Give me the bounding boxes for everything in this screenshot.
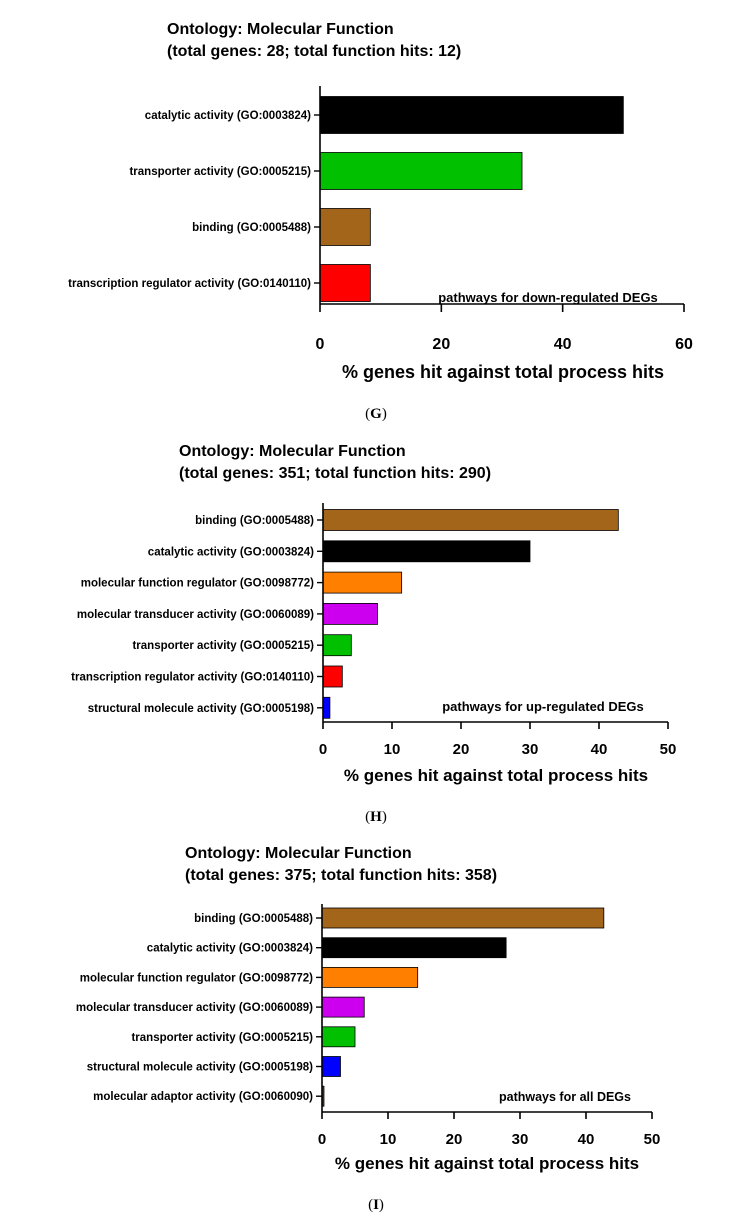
panel-label: (I) (368, 1197, 384, 1213)
x-tick-label: 0 (316, 336, 325, 353)
chart-subtitle: (total genes: 351; total function hits: … (179, 465, 491, 482)
x-tick-label: 60 (675, 336, 693, 353)
category-label: molecular transducer activity (GO:006008… (77, 609, 314, 621)
x-tick-label: 40 (554, 336, 572, 353)
chart-title: Ontology: Molecular Function (167, 21, 394, 38)
chart-panel-2: Ontology: Molecular Function (total genes… (76, 845, 660, 1213)
bar (322, 571, 403, 594)
x-tick-label: 30 (522, 741, 539, 758)
category-label: transcription regulator activity (GO:014… (68, 278, 311, 290)
bar (322, 696, 331, 719)
x-tick-label: 50 (644, 1131, 661, 1148)
category-label: molecular function regulator (GO:0098772… (80, 972, 313, 984)
bar (321, 907, 605, 929)
bar (321, 996, 365, 1018)
category-label: molecular adaptor activity (GO:0060090) (93, 1091, 313, 1103)
bar (322, 665, 343, 688)
chart-title: Ontology: Molecular Function (179, 443, 406, 460)
bar (321, 967, 419, 988)
x-tick-label: 40 (591, 741, 608, 758)
category-label: catalytic activity (GO:0003824) (145, 110, 311, 122)
category-label: binding (GO:0005488) (194, 913, 313, 925)
panel-label: (G) (365, 406, 387, 422)
bar (322, 509, 619, 531)
bar (322, 540, 531, 563)
chart-title: Ontology: Molecular Function (185, 845, 412, 862)
bar (321, 1056, 341, 1077)
x-tick-label: 20 (432, 336, 450, 353)
category-label: transporter activity (GO:0005215) (131, 1032, 313, 1044)
bar (322, 634, 352, 657)
category-label: transporter activity (GO:0005215) (129, 166, 311, 178)
category-label: structural molecule activity (GO:0005198… (87, 1062, 313, 1074)
x-tick-label: 0 (318, 1131, 326, 1148)
x-axis-label: % genes hit against total process hits (335, 1154, 639, 1173)
x-axis-label: % genes hit against total process hits (342, 362, 664, 382)
bar (322, 603, 378, 625)
category-label: transporter activity (GO:0005215) (132, 640, 314, 652)
chart-subtitle: (total genes: 375; total function hits: … (185, 867, 497, 884)
category-label: transcription regulator activity (GO:014… (71, 672, 314, 684)
x-tick-label: 0 (319, 741, 327, 758)
x-tick-label: 10 (380, 1131, 397, 1148)
x-axis-label: % genes hit against total process hits (344, 766, 648, 785)
category-label: catalytic activity (GO:0003824) (147, 943, 313, 955)
category-label: structural molecule activity (GO:0005198… (88, 703, 314, 715)
x-tick-label: 50 (660, 741, 677, 758)
category-label: molecular transducer activity (GO:006008… (76, 1002, 313, 1014)
chart-annotation: pathways for down-regulated DEGs (438, 290, 658, 305)
x-tick-label: 10 (384, 741, 401, 758)
bar (319, 208, 371, 246)
category-label: binding (GO:0005488) (192, 222, 311, 234)
chart-panel-0: Ontology: Molecular Function (total genes… (68, 21, 693, 422)
chart-annotation: pathways for all DEGs (499, 1090, 631, 1104)
bar (321, 937, 507, 959)
bar (321, 1026, 356, 1048)
bar (319, 264, 371, 302)
x-tick-label: 20 (446, 1131, 463, 1148)
x-tick-label: 20 (453, 741, 470, 758)
chart-panel-1: Ontology: Molecular Function (total genes… (71, 443, 676, 825)
category-label: binding (GO:0005488) (195, 515, 314, 527)
chart-annotation: pathways for up-regulated DEGs (442, 699, 644, 714)
x-tick-label: 40 (578, 1131, 595, 1148)
category-label: molecular function regulator (GO:0098772… (81, 578, 314, 590)
panel-label: (H) (365, 809, 387, 825)
category-label: catalytic activity (GO:0003824) (148, 546, 314, 558)
bar (319, 96, 624, 134)
bar (319, 152, 523, 190)
chart-subtitle: (total genes: 28; total function hits: 1… (167, 43, 461, 60)
x-tick-label: 30 (512, 1131, 529, 1148)
